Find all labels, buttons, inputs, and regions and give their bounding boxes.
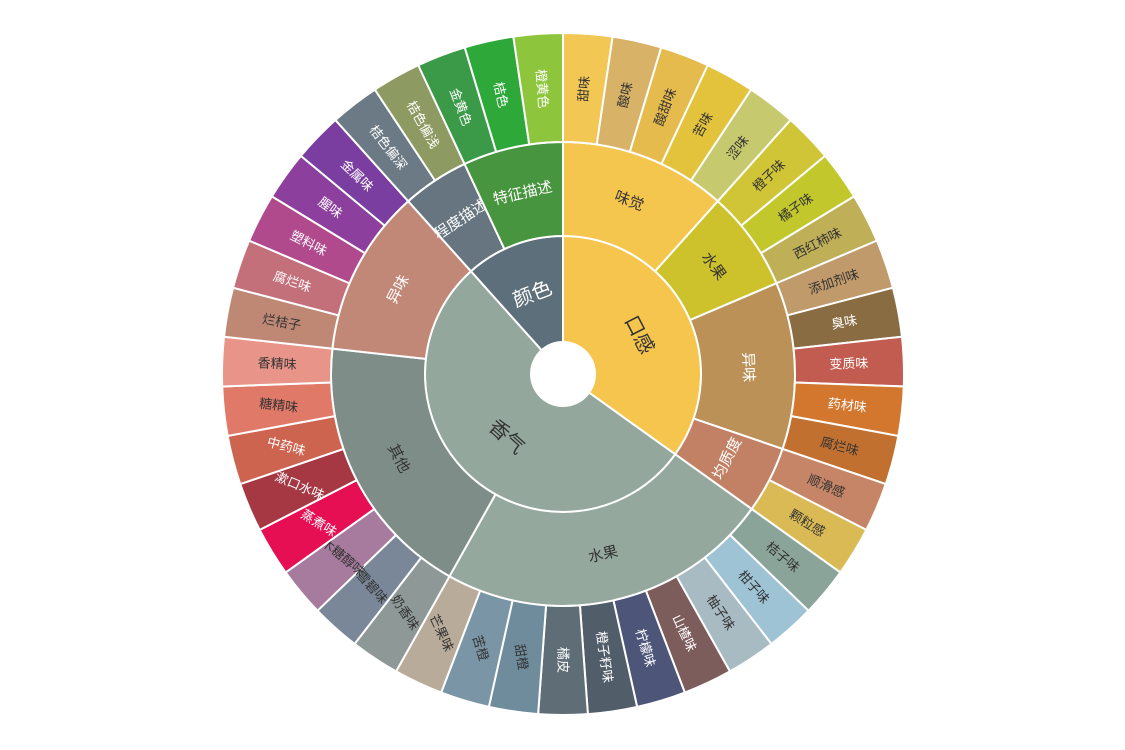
segment-label: 桔色 [491, 80, 511, 109]
segment-label: 糖精味 [258, 396, 298, 415]
segment-label: 烂桔子 [261, 311, 302, 333]
segment-label: 酸味 [615, 80, 635, 109]
segment-label: 药材味 [827, 396, 867, 415]
segment-label: 臭味 [830, 312, 858, 331]
segment-label: 异味 [739, 352, 757, 383]
segment-label: 苦橙 [470, 633, 492, 662]
segment-label: 变质味 [829, 355, 869, 371]
segment-label: 香精味 [257, 355, 297, 371]
segment-label: 橙黄色 [533, 69, 551, 109]
segment-label: 橘皮 [556, 647, 571, 673]
segment-label: 甜味 [575, 75, 592, 102]
segment-label: 甜橙 [512, 643, 531, 671]
segment-label: 水果 [587, 543, 620, 566]
sunburst-segment[interactable] [512, 31, 564, 146]
